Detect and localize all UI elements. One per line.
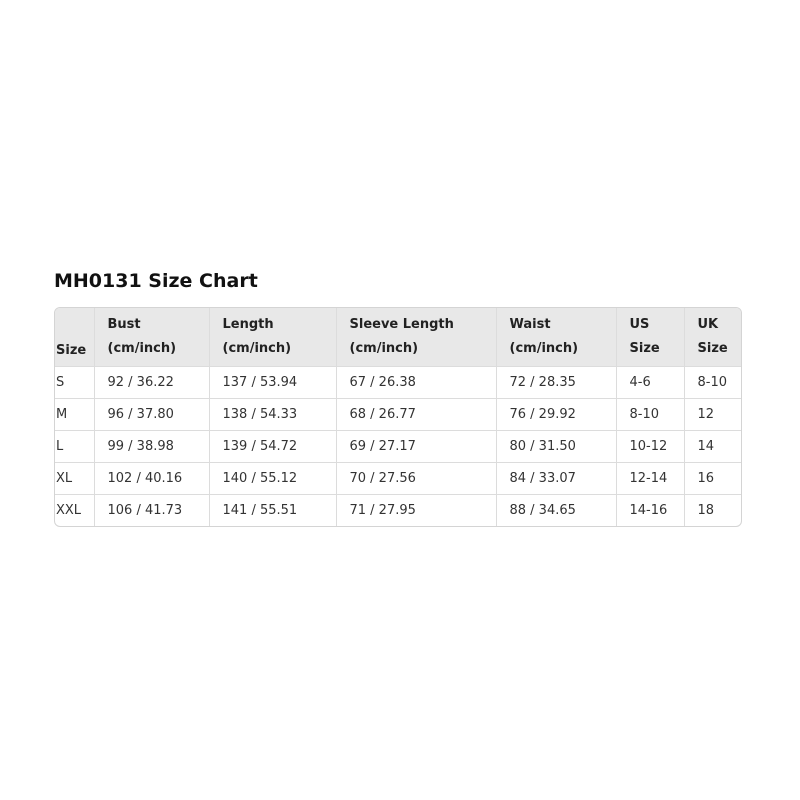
table-cell: 138 / 54.33: [209, 398, 337, 431]
table-cell: 96 / 37.80: [94, 398, 210, 431]
column-header-title: Bust: [107, 317, 141, 332]
table-cell: 140 / 55.12: [209, 462, 337, 495]
table-cell: 88 / 34.65: [496, 494, 617, 526]
column-header-subtitle: (cm/inch): [349, 341, 419, 356]
column-header-subtitle: (cm/inch): [509, 341, 579, 356]
table-cell: 102 / 40.16: [94, 462, 210, 495]
column-header-title: Length: [222, 317, 274, 332]
table-cell: 70 / 27.56: [336, 462, 497, 495]
table-cell: 137 / 53.94: [209, 366, 337, 399]
table-row: L 99 / 38.98 139 / 54.72 69 / 27.17 80 / 31.…: [55, 430, 741, 463]
table-header-row: Size Bust (cm/inch) Length (cm/inch) Sleeve L…: [55, 308, 741, 367]
table-cell: 12: [684, 398, 741, 431]
column-header-subtitle: (cm/inch): [107, 341, 177, 356]
table-cell: 10-12: [616, 430, 685, 463]
table-cell: 71 / 27.95: [336, 494, 497, 526]
table-cell: 139 / 54.72: [209, 430, 337, 463]
column-header-subtitle: Size: [697, 341, 728, 356]
table-cell: S: [55, 366, 95, 399]
column-header-subtitle: (cm/inch): [222, 341, 292, 356]
column-header-title: Sleeve Length: [349, 317, 454, 332]
column-header-title: US: [629, 317, 650, 332]
column-header-subtitle: Size: [56, 343, 87, 358]
column-header: US Size: [616, 308, 685, 367]
column-header-title: Waist: [509, 317, 551, 332]
table-cell: 80 / 31.50: [496, 430, 617, 463]
table-cell: 8-10: [616, 398, 685, 431]
table-cell: 141 / 55.51: [209, 494, 337, 526]
column-header-subtitle: Size: [629, 341, 660, 356]
table-cell: M: [55, 398, 95, 431]
table-cell: 84 / 33.07: [496, 462, 617, 495]
table-cell: 76 / 29.92: [496, 398, 617, 431]
table-cell: XXL: [55, 494, 95, 526]
table-cell: 106 / 41.73: [94, 494, 210, 526]
table-cell: 72 / 28.35: [496, 366, 617, 399]
column-header: Sleeve Length (cm/inch): [336, 308, 497, 367]
table-cell: 8-10: [684, 366, 741, 399]
table-cell: 68 / 26.77: [336, 398, 497, 431]
column-header: Bust (cm/inch): [94, 308, 210, 367]
column-header-title: UK: [697, 317, 719, 332]
column-header: Length (cm/inch): [209, 308, 337, 367]
page-title: MH0131 Size Chart: [54, 270, 258, 292]
size-chart-table: Size Bust (cm/inch) Length (cm/inch) Sleeve L…: [54, 307, 742, 527]
table-cell: 14: [684, 430, 741, 463]
table-cell: 18: [684, 494, 741, 526]
table-cell: XL: [55, 462, 95, 495]
table-cell: 14-16: [616, 494, 685, 526]
table-cell: 4-6: [616, 366, 685, 399]
table-row: M 96 / 37.80 138 / 54.33 68 / 26.77 76 / 29.…: [55, 398, 741, 431]
table-row: S 92 / 36.22 137 / 53.94 67 / 26.38 72 / 28.…: [55, 366, 741, 399]
table-cell: 92 / 36.22: [94, 366, 210, 399]
column-header: Size: [55, 308, 95, 367]
table-row: XXL 106 / 41.73 141 / 55.51 71 / 27.95 88 / …: [55, 494, 741, 526]
table-cell: 67 / 26.38: [336, 366, 497, 399]
table-cell: L: [55, 430, 95, 463]
table-cell: 16: [684, 462, 741, 495]
column-header: UK Size: [684, 308, 741, 367]
table-cell: 69 / 27.17: [336, 430, 497, 463]
table-cell: 99 / 38.98: [94, 430, 210, 463]
table-cell: 12-14: [616, 462, 685, 495]
table-row: XL 102 / 40.16 140 / 55.12 70 / 27.56 84 / 3…: [55, 462, 741, 495]
column-header: Waist (cm/inch): [496, 308, 617, 367]
